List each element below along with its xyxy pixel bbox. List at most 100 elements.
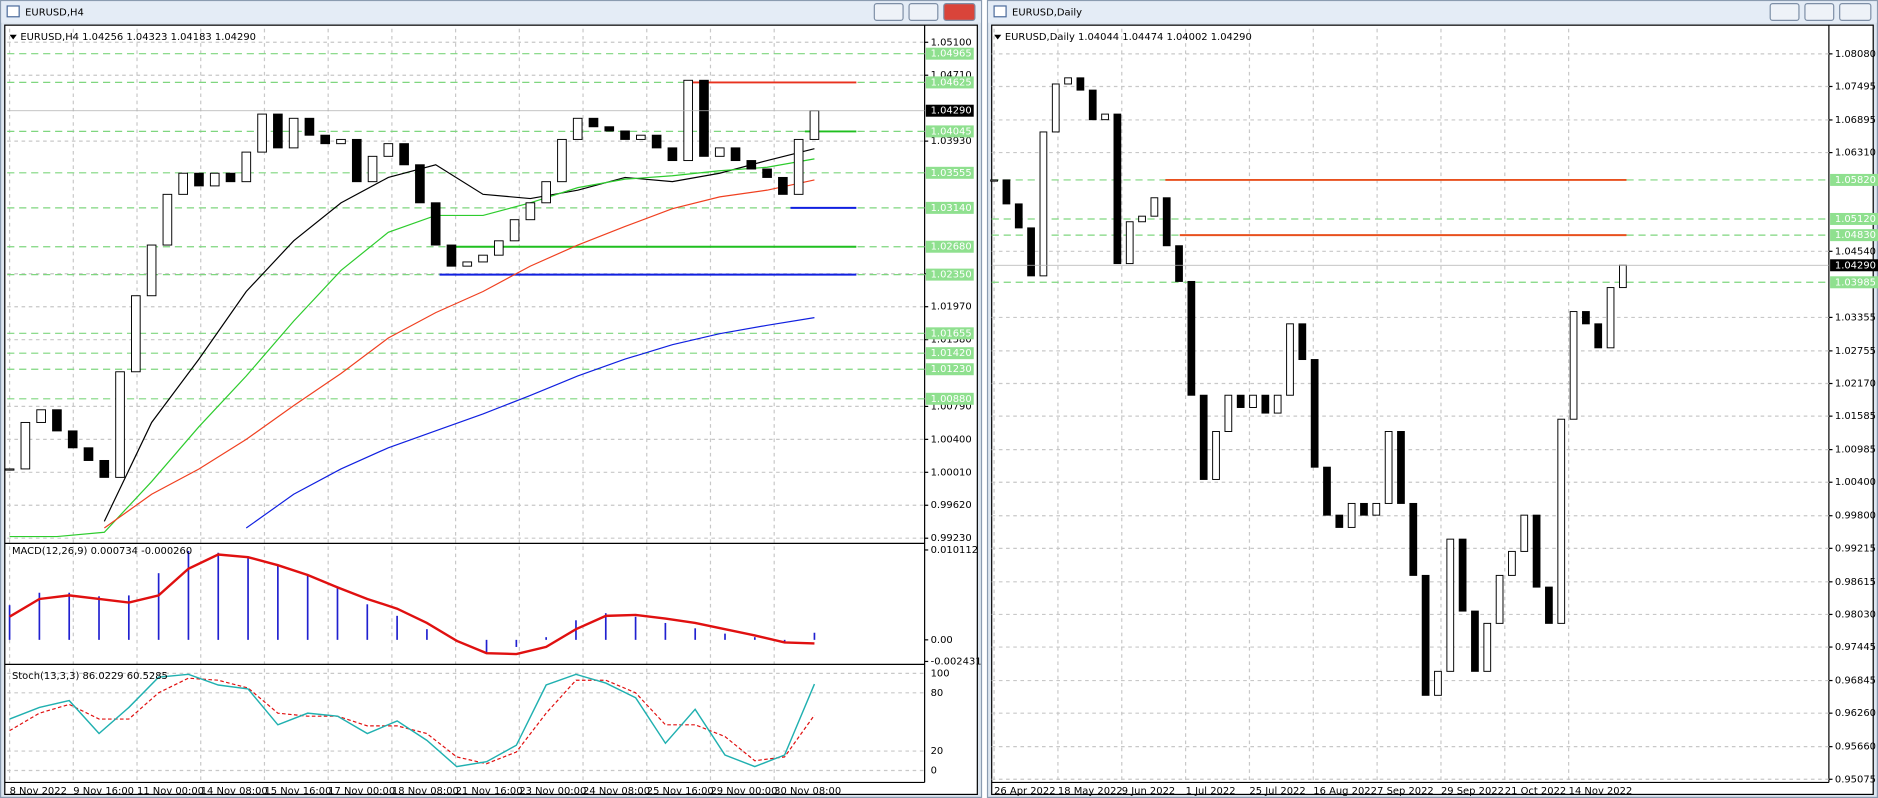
y-tick-label: 1.00010 <box>931 467 972 478</box>
candle <box>1261 394 1270 414</box>
macd-label: MACD(12,26,9) 0.000734 -0.000260 <box>12 546 192 557</box>
candle <box>778 176 788 195</box>
restore-button[interactable] <box>908 2 939 21</box>
stoch-main <box>9 673 816 768</box>
candle <box>194 172 204 187</box>
stoch-label: Stoch(13,3,3) 86.0229 60.5285 <box>12 671 168 682</box>
info-arrow <box>9 34 17 40</box>
candle <box>20 421 31 470</box>
candle <box>225 172 236 183</box>
y-tick-label: 1.04540 <box>1835 246 1876 257</box>
time-label: 26 Apr 2022 <box>994 786 1055 797</box>
level-label-bg <box>925 347 974 360</box>
y-tick-label: 1.06895 <box>1835 115 1876 126</box>
stoch-signal <box>9 677 815 765</box>
level-label: 1.04045 <box>931 126 972 137</box>
candle <box>146 244 157 297</box>
level-label-bg <box>1830 212 1878 225</box>
candle <box>683 79 694 162</box>
time-label: 17 Nov 00:00 <box>328 786 395 797</box>
candle <box>1495 574 1504 624</box>
level-label: 1.01655 <box>931 328 972 339</box>
candle <box>478 254 488 263</box>
candle <box>1273 394 1282 414</box>
candle <box>714 147 725 157</box>
close-button[interactable] <box>943 2 976 21</box>
candle <box>1619 264 1627 289</box>
y-tick-label: 0.98615 <box>1835 577 1876 588</box>
time-label: 9 Jun 2022 <box>1122 786 1175 797</box>
candle <box>793 138 804 195</box>
time-label: 15 Nov 16:00 <box>264 786 331 797</box>
y-tick-label: 0.97445 <box>1835 642 1876 653</box>
candle <box>1557 418 1566 624</box>
level-label: 1.03985 <box>1835 277 1876 288</box>
candle <box>1446 538 1455 672</box>
candle <box>1002 179 1011 205</box>
candle <box>990 179 998 182</box>
candle <box>572 117 583 140</box>
title-bar <box>988 1 1877 23</box>
candle <box>1372 502 1381 516</box>
candle <box>288 117 299 149</box>
info-arrow <box>994 34 1002 40</box>
y-tick-label: 0.95660 <box>1835 742 1876 753</box>
y-tick-label: 1.04710 <box>931 70 972 81</box>
y-tick-label: 1.07495 <box>1835 81 1876 92</box>
level-label-bg <box>925 268 974 281</box>
current-price-label: 1.04290 <box>1835 260 1876 271</box>
level-label-bg <box>925 166 974 179</box>
level-label-bg <box>1830 276 1878 289</box>
candle <box>762 168 772 178</box>
candle <box>257 113 267 153</box>
level-label-bg <box>925 392 974 405</box>
time-label: 30 Nov 08:00 <box>774 786 841 797</box>
minimize-button[interactable] <box>1769 2 1800 21</box>
y-tick-label: 1.00790 <box>931 401 972 412</box>
candle <box>351 138 362 183</box>
candle <box>241 151 252 183</box>
level-label: 1.03555 <box>931 168 972 179</box>
y-tick-label: 0.98030 <box>1835 609 1876 620</box>
restore-button[interactable] <box>1804 2 1835 21</box>
candle <box>541 181 551 204</box>
candle <box>1434 670 1442 696</box>
candle <box>1113 113 1122 265</box>
candle <box>1064 77 1072 85</box>
y-tick-label: 0.00 <box>931 635 953 646</box>
y-tick-label: 1.02170 <box>1835 379 1876 390</box>
candle <box>1039 131 1048 277</box>
candle <box>320 134 331 145</box>
level-label-bg <box>1830 173 1878 186</box>
time-label: 21 Oct 2022 <box>1505 786 1566 797</box>
candle <box>636 134 646 140</box>
candle <box>131 295 141 373</box>
candle <box>1360 502 1368 516</box>
time-label: 25 Nov 16:00 <box>647 786 714 797</box>
candle <box>604 126 615 132</box>
y-tick-label: 0.99620 <box>931 500 972 511</box>
candle <box>1212 431 1220 480</box>
candle <box>651 134 662 149</box>
candle <box>1199 394 1208 480</box>
time-label: 29 Nov 00:00 <box>710 786 777 797</box>
candle <box>809 110 820 140</box>
chart-area <box>4 24 978 796</box>
level-label: 1.03140 <box>931 203 972 214</box>
candle <box>1409 502 1418 576</box>
time-label: 18 May 2022 <box>1058 786 1123 797</box>
time-label: 11 Nov 00:00 <box>137 786 204 797</box>
level-label: 1.02680 <box>931 242 972 253</box>
minimize-button[interactable] <box>873 2 904 21</box>
candle <box>1175 245 1183 282</box>
candle <box>1051 83 1060 133</box>
y-tick-label: 0.99215 <box>1835 543 1876 554</box>
candle <box>1483 622 1492 672</box>
y-tick-label: 0.99230 <box>931 533 972 544</box>
close-button[interactable] <box>1839 2 1872 21</box>
window-icon <box>993 5 1007 18</box>
candle <box>667 147 678 162</box>
candle <box>493 240 504 256</box>
